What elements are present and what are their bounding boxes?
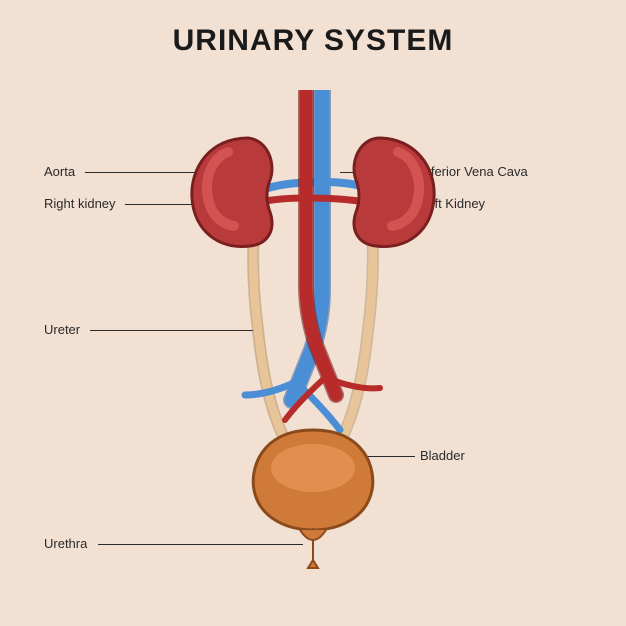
right-kidney-shape [192, 138, 272, 247]
label-urethra: Urethra [44, 536, 87, 551]
urinary-system-illustration [150, 90, 476, 570]
label-ureter: Ureter [44, 322, 80, 337]
ureter-left-shape2 [253, 210, 300, 462]
label-aorta: Aorta [44, 164, 75, 179]
diagram-title: URINARY SYSTEM [0, 24, 626, 58]
label-right-kidney: Right kidney [44, 196, 116, 211]
bladder-shape [253, 430, 373, 568]
left-kidney-shape [354, 138, 434, 247]
